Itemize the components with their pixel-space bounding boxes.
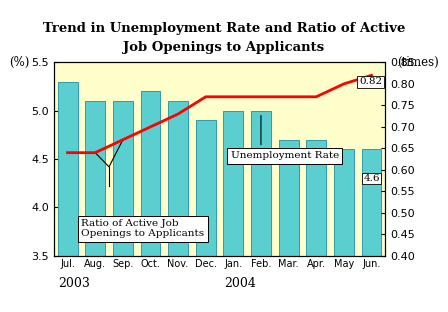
Bar — [224, 111, 243, 312]
Text: (%): (%) — [9, 56, 29, 69]
Bar — [58, 82, 78, 312]
Text: Ratio of Active Job
Openings to Applicants: Ratio of Active Job Openings to Applican… — [82, 219, 204, 238]
Text: 4.6: 4.6 — [363, 173, 380, 183]
Text: Job Openings to Applicants: Job Openings to Applicants — [124, 41, 324, 54]
Text: 2004: 2004 — [224, 277, 256, 290]
Bar — [113, 101, 133, 312]
Text: Trend in Unemployment Rate and Ratio of Active: Trend in Unemployment Rate and Ratio of … — [43, 22, 405, 35]
Text: (times): (times) — [397, 56, 439, 69]
Text: Unemployment Rate: Unemployment Rate — [231, 151, 339, 160]
Bar — [196, 120, 215, 312]
Bar — [306, 140, 326, 312]
Text: 2003: 2003 — [58, 277, 90, 290]
Bar — [362, 149, 381, 312]
Bar — [85, 101, 105, 312]
Text: 0.82: 0.82 — [359, 77, 382, 86]
Bar — [279, 140, 298, 312]
Bar — [334, 149, 354, 312]
Bar — [251, 111, 271, 312]
Bar — [168, 101, 188, 312]
Bar — [141, 91, 160, 312]
